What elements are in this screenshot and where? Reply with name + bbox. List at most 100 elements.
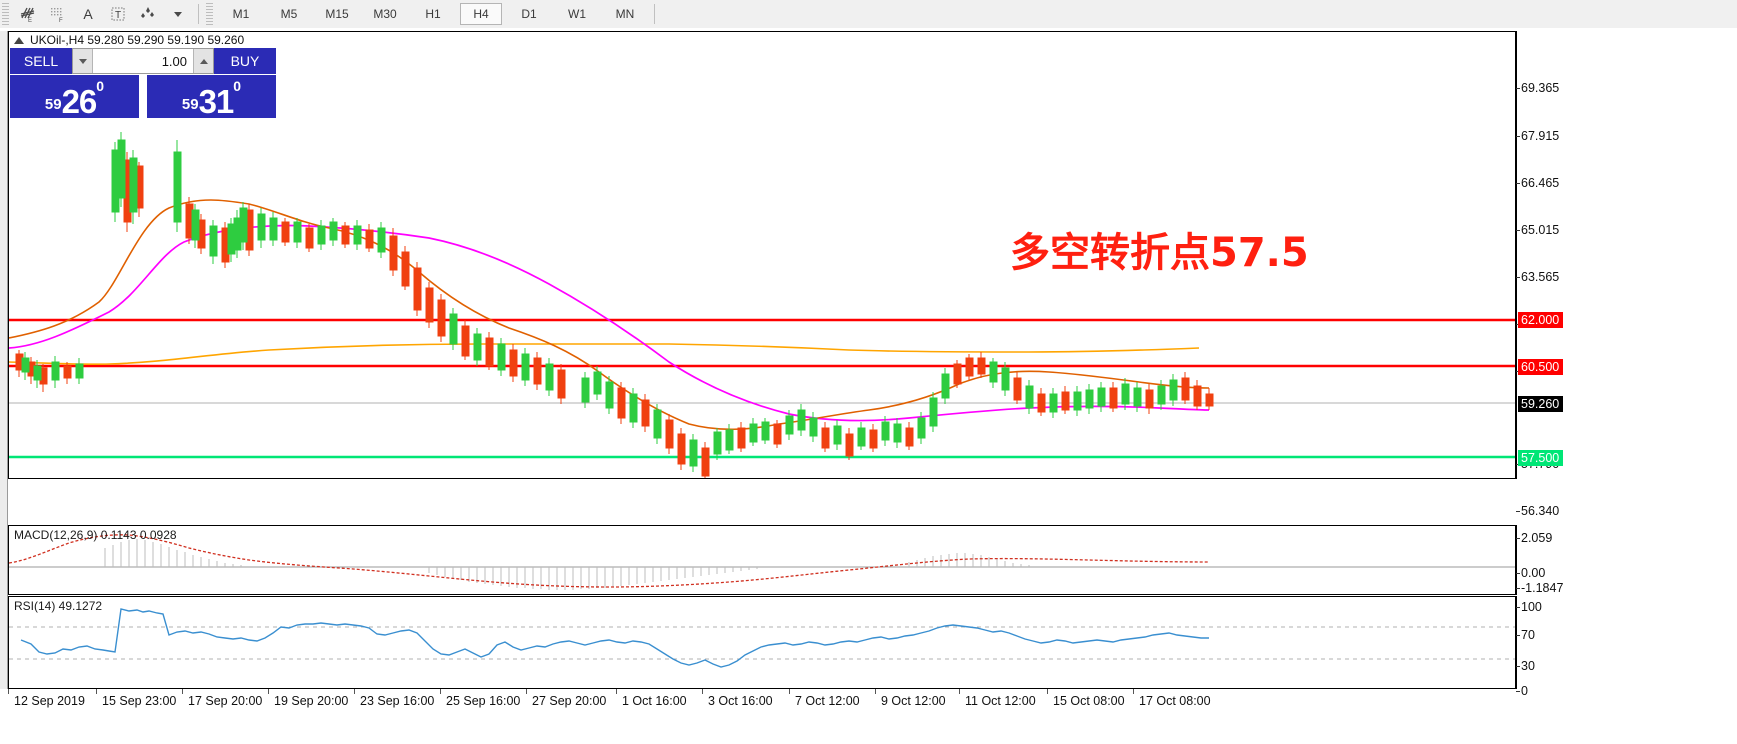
axis-divider-main bbox=[1516, 31, 1517, 479]
toolbar-divider-2 bbox=[654, 4, 655, 24]
axis-divider-rsi bbox=[1516, 596, 1517, 689]
grid-f-icon[interactable]: F bbox=[43, 1, 73, 27]
time-label-3: 19 Sep 20:00 bbox=[267, 689, 349, 708]
macd-main-line bbox=[9, 534, 1210, 588]
macd-pane[interactable]: MACD(12,26,9) 0.1143 0.0928 bbox=[8, 525, 1516, 595]
volume-stepper[interactable]: 1.00 bbox=[72, 48, 214, 74]
axis-divider-macd bbox=[1516, 525, 1517, 595]
timeframe-w1[interactable]: W1 bbox=[568, 7, 586, 21]
symbol-ohlc-text: UKOil-,H4 59.280 59.290 59.190 59.260 bbox=[30, 33, 245, 47]
rsi-tick-70: 70 bbox=[1516, 628, 1535, 642]
time-label-8: 3 Oct 16:00 bbox=[702, 689, 773, 708]
price-tick-63-565: 63.565 bbox=[1515, 270, 1560, 284]
timeframe-mn[interactable]: MN bbox=[615, 7, 635, 21]
timeframe-h4[interactable]: H4 bbox=[460, 3, 502, 25]
current-price-label[interactable]: 59.260 bbox=[1518, 396, 1564, 412]
time-label-11: 11 Oct 12:00 bbox=[959, 689, 1036, 708]
sell-button[interactable]: SELL bbox=[10, 48, 72, 74]
left-scroll-gutter[interactable] bbox=[0, 31, 8, 689]
price-chart-svg bbox=[9, 132, 1515, 478]
time-label-13: 17 Oct 08:00 bbox=[1133, 689, 1211, 708]
time-label-0: 12 Sep 2019 bbox=[8, 689, 85, 708]
svg-text:F: F bbox=[59, 18, 63, 23]
trade-panel-top-row: SELL 1.00 BUY bbox=[10, 48, 276, 74]
price-pane[interactable] bbox=[8, 31, 1516, 479]
resistance-62-label[interactable]: 62.000 bbox=[1518, 312, 1564, 328]
support-575-label[interactable]: 57.500 bbox=[1518, 450, 1564, 466]
sell-price-prefix: 59 bbox=[44, 96, 62, 113]
volume-value[interactable]: 1.00 bbox=[161, 53, 187, 69]
macd-histogram bbox=[104, 539, 1030, 590]
time-label-2: 17 Sep 20:00 bbox=[181, 689, 263, 708]
rsi-tick-100: 100 bbox=[1516, 600, 1542, 614]
price-axis[interactable]: 69.36567.91566.46565.01563.56562.11560.6… bbox=[1515, 31, 1737, 698]
chevron-down-icon bbox=[78, 58, 87, 64]
timeframe-group: M1 M5 M15 M30 H1 H4 D1 W1 MN bbox=[217, 3, 649, 25]
timeframe-m5[interactable]: M5 bbox=[280, 7, 298, 21]
buy-price-sup: 0 bbox=[233, 78, 242, 94]
timeframe-m15[interactable]: M15 bbox=[325, 7, 349, 21]
price-tick-69-365: 69.365 bbox=[1515, 81, 1560, 95]
buy-price-box[interactable]: 59 31 0 bbox=[147, 75, 276, 118]
horizontal-scrollbar[interactable] bbox=[0, 733, 1737, 742]
candle-series bbox=[15, 132, 1214, 478]
symbol-header: UKOil-,H4 59.280 59.290 59.190 59.260 bbox=[14, 33, 244, 47]
macd-tick-0neg00: 0.00 bbox=[1515, 566, 1546, 580]
svg-text:T: T bbox=[115, 10, 121, 21]
time-label-10: 9 Oct 12:00 bbox=[875, 689, 946, 708]
sell-price-big: 26 bbox=[61, 83, 98, 120]
volume-decrement-button[interactable] bbox=[73, 49, 93, 73]
macd-chart-svg bbox=[9, 534, 1515, 590]
svg-text:E: E bbox=[28, 18, 32, 23]
time-label-7: 1 Oct 16:00 bbox=[616, 689, 687, 708]
time-label-1: 15 Sep 23:00 bbox=[95, 689, 177, 708]
trade-panel-prices-row: 59 26 0 59 31 0 bbox=[10, 75, 276, 118]
time-label-6: 27 Sep 20:00 bbox=[525, 689, 607, 708]
rsi-chart-svg bbox=[9, 608, 1515, 668]
toolbar-grip[interactable] bbox=[2, 3, 9, 25]
time-label-12: 15 Oct 08:00 bbox=[1047, 689, 1125, 708]
ma-slow-line bbox=[9, 343, 1200, 366]
collapse-triangle-icon[interactable] bbox=[14, 36, 24, 44]
buy-price-big: 31 bbox=[198, 83, 235, 120]
price-tick-67-915: 67.915 bbox=[1515, 129, 1560, 143]
macd-tick-neg1-1847: -1.1847 bbox=[1515, 581, 1564, 595]
timeframe-h1[interactable]: H1 bbox=[425, 7, 441, 21]
rsi-line bbox=[20, 608, 1209, 668]
chevron-up-icon bbox=[199, 58, 208, 64]
rsi-tick-30: 30 bbox=[1516, 659, 1535, 673]
time-label-9: 7 Oct 12:00 bbox=[789, 689, 860, 708]
buy-button[interactable]: BUY bbox=[214, 48, 276, 74]
rsi-pane[interactable]: RSI(14) 49.1272 bbox=[8, 596, 1516, 689]
chart-area[interactable]: UKOil-,H4 59.280 59.290 59.190 59.260 多空… bbox=[0, 28, 1737, 744]
timeframe-m30[interactable]: M30 bbox=[373, 7, 397, 21]
text-label-icon[interactable]: T bbox=[103, 1, 133, 27]
objects-icon[interactable] bbox=[133, 1, 163, 27]
text-a-icon[interactable]: A bbox=[83, 6, 93, 22]
chevron-down-icon[interactable] bbox=[163, 1, 193, 27]
timeframe-d1[interactable]: D1 bbox=[521, 7, 537, 21]
time-label-4: 23 Sep 16:00 bbox=[353, 689, 435, 708]
price-tick-66-465: 66.465 bbox=[1515, 176, 1560, 190]
timeframe-grip[interactable] bbox=[206, 3, 213, 25]
macd-tick-2neg059: 2.059 bbox=[1515, 531, 1553, 545]
chart-annotation: 多空转折点57.5 bbox=[1010, 230, 1309, 276]
rsi-tick-0: 0 bbox=[1516, 684, 1528, 698]
resistance-605-label[interactable]: 60.500 bbox=[1518, 359, 1564, 375]
price-tick-56-340: 56.340 bbox=[1515, 504, 1560, 518]
volume-increment-button[interactable] bbox=[193, 49, 213, 73]
sell-price-sup: 0 bbox=[96, 78, 105, 94]
time-axis[interactable]: 12 Sep 2019 15 Sep 23:00 17 Sep 20:00 19 Se… bbox=[8, 689, 1737, 715]
timeframe-m1[interactable]: M1 bbox=[232, 7, 250, 21]
buy-price-prefix: 59 bbox=[181, 96, 199, 113]
toolbar-divider bbox=[198, 4, 199, 24]
sell-price-box[interactable]: 59 26 0 bbox=[10, 75, 139, 118]
rsi-label: RSI(14) 49.1272 bbox=[14, 599, 103, 613]
indicators-icon[interactable]: E bbox=[13, 1, 43, 27]
one-click-trading-panel[interactable]: SELL 1.00 BUY 59 26 0 59 31 0 bbox=[10, 48, 276, 118]
time-label-5: 25 Sep 16:00 bbox=[439, 689, 521, 708]
main-toolbar: E F A T M1 M5 M15 M30 H1 H4 D1 W1 MN bbox=[0, 0, 1737, 29]
price-tick-65-015: 65.015 bbox=[1515, 223, 1560, 237]
macd-label: MACD(12,26,9) 0.1143 0.0928 bbox=[14, 528, 177, 542]
